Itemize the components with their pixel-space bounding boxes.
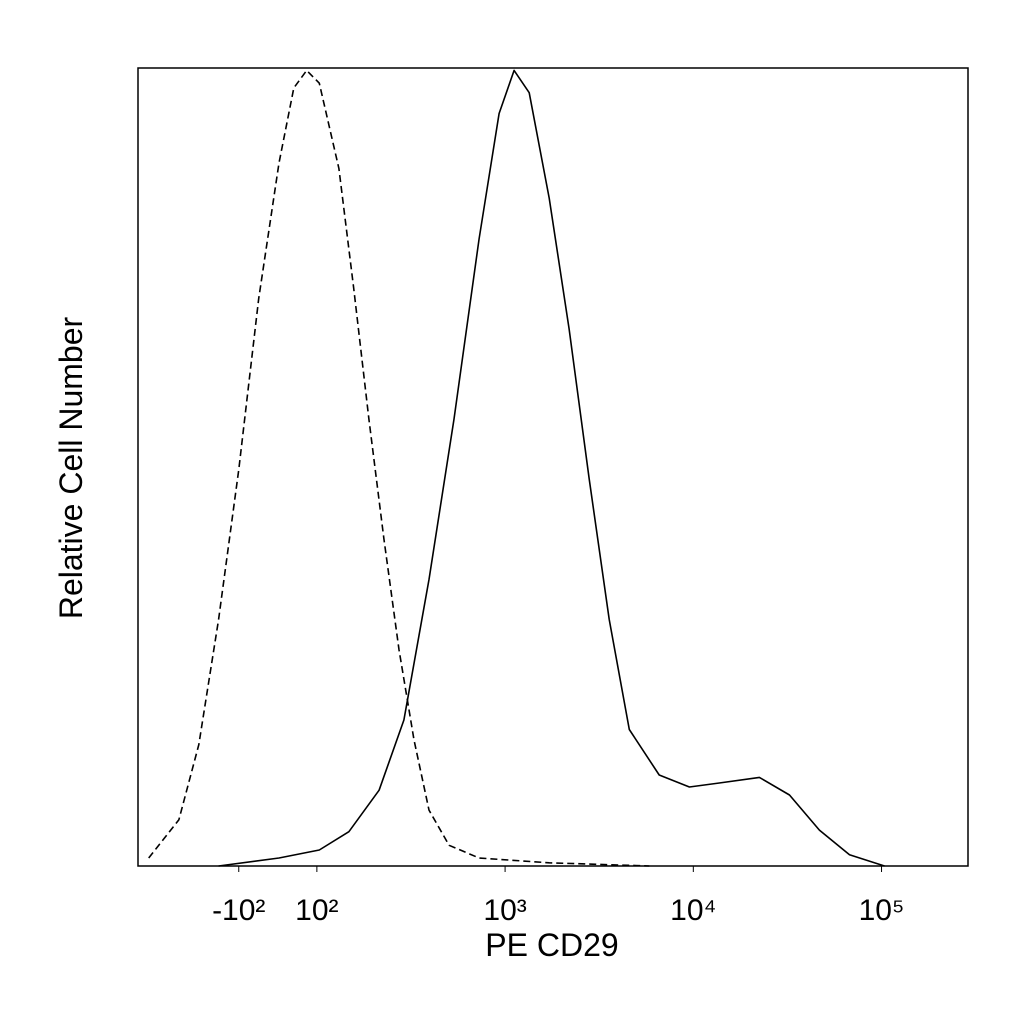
x-tick-label: 10²	[295, 894, 338, 927]
x-axis-label: PE CD29	[485, 927, 618, 963]
x-tick-label: 10⁴	[670, 894, 716, 927]
y-axis-label: Relative Cell Number	[53, 316, 89, 619]
x-tick-label: -10²	[212, 894, 265, 927]
x-tick-label: 10⁵	[859, 894, 905, 927]
plot-frame	[137, 67, 969, 867]
histogram-line	[218, 69, 885, 867]
histogram-line	[148, 69, 650, 867]
x-tick-label: 10³	[483, 894, 526, 927]
